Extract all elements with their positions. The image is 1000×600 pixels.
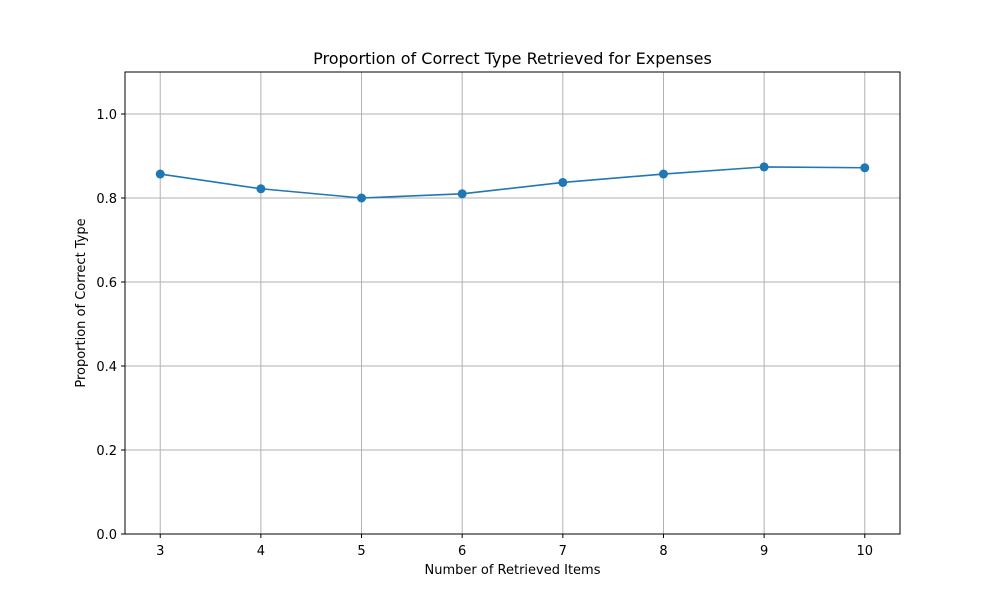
y-axis-label: Proportion of Correct Type [74,218,89,387]
y-tick-label: 0.8 [96,192,117,207]
x-tick-label: 4 [257,544,265,559]
grid-lines [125,72,900,535]
data-point [457,189,467,199]
x-tick-label: 9 [760,544,768,559]
x-axis-ticks: 3 4 5 6 7 8 9 10 [156,534,873,559]
data-point [759,162,769,172]
x-tick-label: 3 [156,544,164,559]
data-point [558,177,568,187]
chart-title: Proportion of Correct Type Retrieved for… [313,49,712,68]
data-point [357,193,367,203]
x-tick-label: 10 [856,544,873,559]
y-tick-label: 1.0 [96,108,117,123]
y-tick-label: 0.4 [96,360,117,375]
data-series [155,162,870,203]
x-tick-label: 6 [458,544,466,559]
data-point [860,163,870,173]
y-axis-ticks: 0.0 0.2 0.4 0.6 0.8 1.0 [96,108,125,543]
y-tick-label: 0.6 [96,276,117,291]
data-point [256,184,266,194]
data-point [155,169,165,179]
series-line [160,166,865,199]
data-point [658,169,668,179]
y-tick-label: 0.0 [96,528,117,543]
plot-area-frame [124,71,901,535]
x-axis-label: Number of Retrieved Items [425,563,601,578]
x-tick-label: 7 [559,544,567,559]
x-tick-label: 5 [357,544,365,559]
y-tick-label: 0.2 [96,444,117,459]
x-tick-label: 8 [659,544,667,559]
